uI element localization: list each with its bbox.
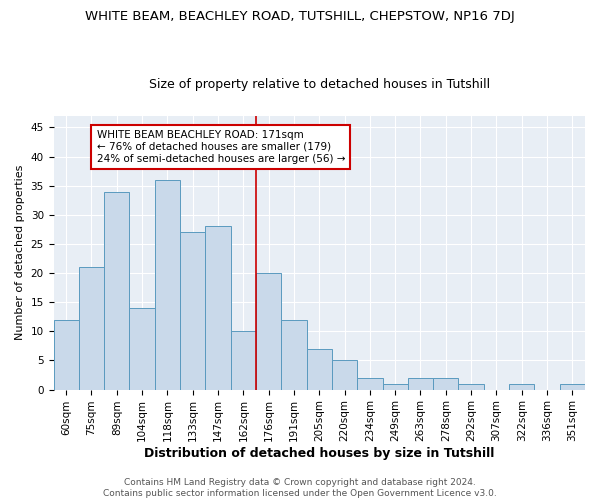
Y-axis label: Number of detached properties: Number of detached properties — [15, 165, 25, 340]
Bar — [104, 192, 130, 390]
Bar — [433, 378, 458, 390]
Bar — [53, 320, 79, 390]
Bar — [357, 378, 383, 390]
Bar — [230, 332, 256, 390]
Bar — [458, 384, 484, 390]
Text: Contains HM Land Registry data © Crown copyright and database right 2024.
Contai: Contains HM Land Registry data © Crown c… — [103, 478, 497, 498]
Bar — [130, 308, 155, 390]
Bar — [509, 384, 535, 390]
Text: WHITE BEAM, BEACHLEY ROAD, TUTSHILL, CHEPSTOW, NP16 7DJ: WHITE BEAM, BEACHLEY ROAD, TUTSHILL, CHE… — [85, 10, 515, 23]
X-axis label: Distribution of detached houses by size in Tutshill: Distribution of detached houses by size … — [144, 447, 494, 460]
Bar — [383, 384, 408, 390]
Bar — [307, 349, 332, 390]
Title: Size of property relative to detached houses in Tutshill: Size of property relative to detached ho… — [149, 78, 490, 91]
Text: WHITE BEAM BEACHLEY ROAD: 171sqm
← 76% of detached houses are smaller (179)
24% : WHITE BEAM BEACHLEY ROAD: 171sqm ← 76% o… — [97, 130, 345, 164]
Bar — [180, 232, 205, 390]
Bar — [408, 378, 433, 390]
Bar — [560, 384, 585, 390]
Bar — [332, 360, 357, 390]
Bar — [281, 320, 307, 390]
Bar — [256, 273, 281, 390]
Bar — [205, 226, 230, 390]
Bar — [155, 180, 180, 390]
Bar — [79, 268, 104, 390]
